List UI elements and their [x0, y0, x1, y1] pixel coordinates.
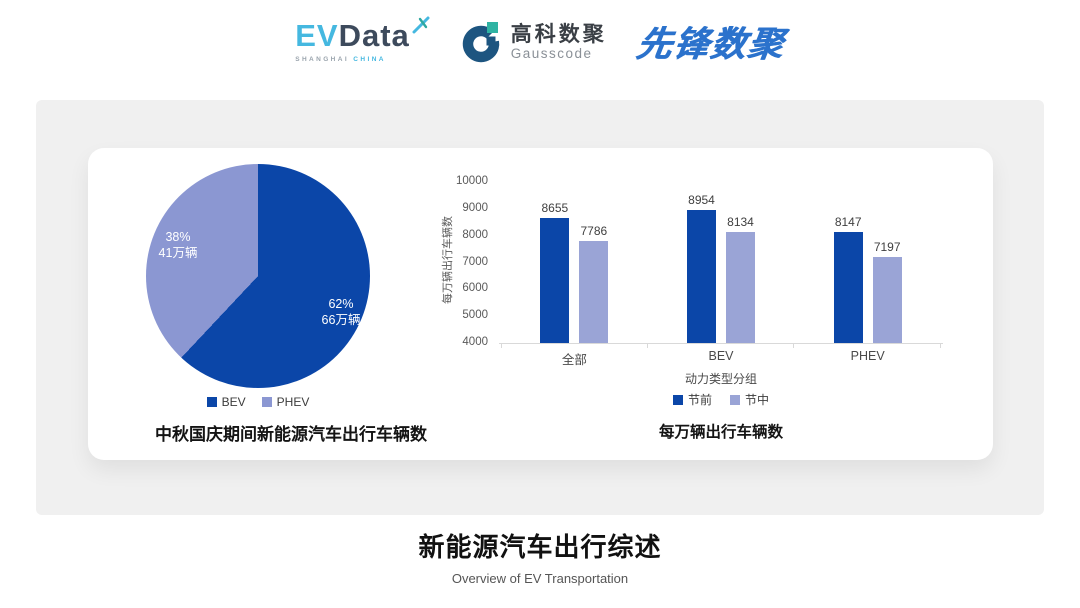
evdata-subtext-china: CHINA [353, 56, 386, 63]
evdata-subtext-shanghai: SHANGHAI [295, 56, 350, 63]
bar-value-label: 8655 [541, 201, 569, 216]
bar [726, 232, 755, 343]
phev-swatch-icon [261, 397, 272, 407]
pie-phev-amount: 41万辆 [158, 246, 198, 260]
y-tick-label: 9000 [462, 201, 488, 214]
bar-legend-item-pre: 节前 [672, 391, 712, 408]
y-tick-label: 7000 [462, 255, 488, 268]
pie-chart-title: 中秋国庆期间新能源汽车出行车辆数 [155, 425, 427, 444]
header-logos: EV Data SHANGHAI CHINA 高科数聚 Gausscode 先锋… [0, 16, 1080, 67]
gausscode-logo: 高科数聚 Gausscode [460, 21, 607, 63]
y-tick-label: 4000 [462, 336, 488, 348]
bar-legend-item-mid: 节中 [730, 391, 769, 408]
y-tick-label: 10000 [456, 175, 488, 187]
bar-value-label: 8954 [688, 193, 715, 208]
bar-legend-pre-label: 节前 [687, 393, 712, 407]
category-label: PHEV [850, 349, 885, 363]
bar-with-label: 8954 [687, 193, 716, 343]
bar-value-label: 8147 [834, 214, 862, 229]
page-subtitle: Overview of EV Transportation [451, 571, 629, 586]
page-title: 新能源汽车出行综述 [418, 532, 662, 562]
category-label: 全部 [561, 353, 587, 367]
mid-holiday-swatch-icon [730, 394, 740, 405]
bar-group: 8147 7197 [794, 215, 941, 343]
bar [872, 257, 902, 343]
pioneer-logo: 先锋数聚 [634, 16, 787, 67]
pie-bev-pct: 62% [328, 297, 354, 311]
gausscode-cn-name: 高科数聚 [510, 22, 607, 46]
evdata-wordmark: EV Data [295, 16, 430, 53]
pie-circle [146, 164, 370, 388]
sparkle-x-icon [412, 16, 430, 34]
pie-legend-item-bev: BEV [206, 395, 246, 409]
bar-with-label: 8147 [833, 214, 863, 343]
bar-group: 8954 8134 [648, 193, 795, 343]
axis-tick-mark [501, 344, 502, 348]
bar [833, 231, 863, 343]
category-label: BEV [708, 349, 734, 363]
bar-value-label: 7786 [580, 224, 608, 239]
pioneer-wordmark: 先锋数聚 [633, 25, 788, 64]
bar-with-label: 7197 [872, 240, 902, 343]
pre-holiday-swatch-icon [672, 394, 683, 405]
axis-tick-mark [940, 344, 941, 348]
evdata-data-text: Data [338, 18, 410, 53]
bar-groups: 8655 7786 8954 8134 8147 7197 [501, 148, 941, 343]
evdata-ev-text: EV [295, 18, 339, 53]
gausscode-text: 高科数聚 Gausscode [511, 23, 607, 61]
pie-legend-item-phev: PHEV [261, 395, 310, 409]
bar-legend: 节前 节中 [501, 391, 941, 408]
pie-legend: BEV PHEV [88, 395, 428, 409]
bev-swatch-icon [206, 397, 217, 407]
charts-card: 62% 66万辆 38% 41万辆 BEV PHEV 中秋国庆期间新能源汽车出行… [88, 148, 993, 460]
bar [540, 218, 570, 343]
gray-panel: 62% 66万辆 38% 41万辆 BEV PHEV 中秋国庆期间新能源汽车出行… [36, 100, 1044, 515]
bar-with-label: 8134 [726, 215, 755, 343]
y-tick-label: 8000 [462, 228, 488, 241]
axis-tick-mark [647, 344, 648, 348]
bar-chart-title: 每万辆出行车辆数 [658, 424, 783, 441]
gausscode-en-name: Gausscode [510, 45, 593, 61]
bar-with-label: 7786 [579, 224, 609, 343]
x-axis-title: 动力类型分组 [684, 372, 757, 386]
bar-legend-mid-label: 节中 [745, 393, 770, 407]
bar-group: 8655 7786 [501, 201, 648, 343]
pie-slice-label-phev: 38% 41万辆 [138, 229, 218, 261]
bar [687, 210, 716, 343]
bar-value-label: 7197 [873, 240, 901, 255]
category-row: 全部 BEV PHEV [501, 349, 941, 368]
pie-legend-phev-label: PHEV [276, 395, 310, 409]
y-tick-label: 6000 [462, 282, 488, 295]
x-axis-line [499, 343, 943, 348]
evdata-subtext: SHANGHAI CHINA [295, 56, 386, 63]
pie-phev-pct: 38% [165, 230, 191, 244]
bar [579, 241, 609, 343]
pie-slice-label-bev: 62% 66万辆 [301, 296, 381, 328]
pie-legend-bev-label: BEV [221, 395, 246, 409]
page-footer: 新能源汽车出行综述 Overview of EV Transportation [0, 527, 1080, 586]
bar-value-label: 8134 [727, 215, 754, 230]
y-tick-label: 5000 [462, 309, 488, 322]
y-axis-ticks: 4000 5000 6000 7000 8000 9000 10000 [434, 148, 488, 378]
pie-bev-amount: 66万辆 [321, 313, 361, 327]
evdata-logo: EV Data SHANGHAI CHINA [295, 16, 430, 63]
y-axis-title: 每万辆出行车辆数 [442, 216, 454, 304]
gausscode-g-icon [462, 21, 499, 62]
bar-with-label: 8655 [540, 201, 570, 343]
axis-tick-mark [793, 344, 794, 348]
